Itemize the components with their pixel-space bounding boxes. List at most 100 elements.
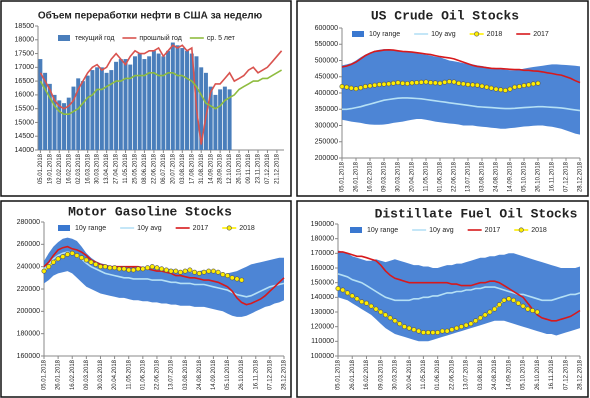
- y-tick-label: 180000: [311, 236, 334, 243]
- bar: [137, 53, 142, 150]
- point: [484, 84, 490, 90]
- point: [432, 80, 438, 86]
- bar: [62, 103, 67, 150]
- x-tick-label: 20.07.2018: [170, 153, 176, 184]
- x-tick-label: 06.07.2018: [161, 153, 167, 184]
- x-tick-label: 26.01.2018: [350, 359, 356, 390]
- bar: [213, 94, 218, 150]
- bar: [147, 56, 152, 150]
- x-tick-label: 07.12.2018: [563, 359, 569, 390]
- x-tick-label: 16.11.2018: [550, 161, 556, 191]
- point: [507, 86, 513, 92]
- point: [386, 81, 392, 87]
- bar: [208, 86, 213, 150]
- x-tick-label: 16.11.2018: [253, 359, 259, 389]
- point: [456, 80, 462, 86]
- y-tick-label: 18000: [15, 37, 35, 44]
- point: [409, 80, 415, 86]
- x-tick-label: 01.06.2018: [435, 359, 441, 390]
- y-tick-label: 550000: [315, 41, 338, 48]
- y-tick-label: 160000: [311, 265, 334, 272]
- point: [349, 293, 355, 299]
- point: [511, 297, 517, 303]
- point: [525, 306, 531, 312]
- y-tick-label: 140000: [311, 294, 334, 301]
- point: [526, 82, 532, 88]
- range-band: [338, 250, 580, 342]
- point: [521, 83, 527, 89]
- point: [239, 277, 245, 283]
- point: [60, 254, 66, 260]
- x-tick-label: 13.04.2018: [104, 153, 110, 184]
- x-tick-label: 23.11.2018: [256, 153, 262, 183]
- point: [173, 268, 179, 274]
- point: [515, 300, 521, 306]
- point: [378, 309, 384, 315]
- point: [392, 318, 398, 324]
- x-tick-label: 13.07.2018: [169, 359, 175, 390]
- point: [423, 79, 429, 85]
- point: [439, 328, 445, 334]
- x-tick-label: 07.12.2018: [564, 161, 570, 192]
- x-tick-label: 22.06.2018: [452, 161, 458, 192]
- x-tick-label: 11.05.2018: [126, 359, 132, 389]
- x-tick-label: 07.12.2018: [265, 153, 271, 184]
- y-tick-label: 16000: [15, 92, 35, 99]
- legend-swatch: [474, 31, 480, 37]
- point: [449, 327, 455, 333]
- point: [140, 266, 146, 272]
- point: [373, 306, 379, 312]
- chart-title: US Crude Oil Stocks: [371, 8, 519, 23]
- x-tick-label: 14.09.2018: [508, 161, 514, 192]
- y-tick-label: 200000: [315, 155, 338, 162]
- point: [121, 266, 127, 272]
- y-tick-label: 260000: [17, 241, 40, 248]
- bar: [52, 94, 57, 150]
- y-tick-label: 500000: [315, 57, 338, 64]
- point: [367, 83, 373, 89]
- bar: [151, 50, 156, 150]
- legend-label: ср. 5 лет: [207, 35, 236, 42]
- point: [435, 330, 441, 336]
- legend-label: 2017: [485, 227, 501, 234]
- y-tick-label: 14000: [15, 147, 35, 154]
- x-tick-label: 28.12.2018: [282, 359, 288, 390]
- bar: [99, 67, 104, 150]
- point: [344, 290, 350, 296]
- point: [215, 269, 221, 275]
- bar: [76, 78, 81, 150]
- x-tick-label: 14.09.2018: [211, 359, 217, 390]
- point: [97, 264, 103, 270]
- point: [463, 322, 469, 328]
- y-tick-label: 150000: [311, 280, 334, 287]
- x-tick-label: 01.06.2018: [140, 359, 146, 390]
- line: [39, 44, 283, 145]
- point: [506, 296, 512, 302]
- x-tick-label: 27.04.2018: [114, 153, 120, 184]
- x-tick-label: 05.10.2018: [225, 359, 231, 390]
- legend-label: текущий год: [75, 34, 114, 42]
- point: [516, 84, 522, 90]
- x-tick-label: 31.08.2018: [199, 153, 205, 184]
- x-tick-label: 09.03.2018: [378, 359, 384, 390]
- x-tick-label: 22.06.2018: [449, 359, 455, 390]
- y-tick-label: 170000: [311, 250, 334, 257]
- x-tick-label: 26.10.2018: [536, 161, 542, 192]
- point: [201, 269, 207, 275]
- bar: [128, 64, 133, 150]
- x-tick-label: 24.08.2018: [494, 161, 500, 192]
- bar: [90, 70, 95, 150]
- chart-title: Объем переработки нефти в США за неделю: [38, 10, 263, 22]
- line: [39, 69, 282, 115]
- point: [487, 309, 493, 315]
- point: [401, 324, 407, 330]
- legend-label: 10y avg: [429, 227, 454, 234]
- x-tick-label: 16.02.2018: [70, 359, 76, 390]
- legend-label: 2017: [193, 225, 209, 232]
- point: [470, 82, 476, 88]
- point: [390, 80, 396, 86]
- point: [206, 268, 212, 274]
- point: [451, 79, 457, 85]
- y-tick-label: 250000: [315, 139, 338, 146]
- point: [411, 327, 417, 333]
